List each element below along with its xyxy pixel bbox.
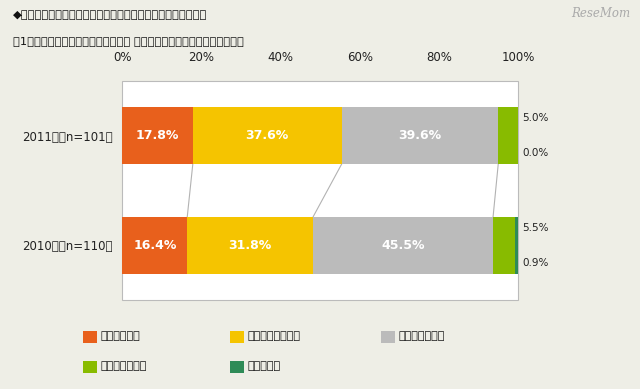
Bar	[342, 107, 498, 164]
Bar	[193, 107, 342, 164]
Text: 不足している: 不足している	[100, 331, 140, 342]
Text: 16.4%: 16.4%	[133, 239, 177, 252]
Text: ReseMom: ReseMom	[572, 7, 630, 20]
Text: 適正な数である: 適正な数である	[398, 331, 444, 342]
Bar	[493, 217, 515, 274]
Text: 31.8%: 31.8%	[228, 239, 272, 252]
Text: ◆「一般クラス」の人員の過不足について　（単一回答形式）: ◆「一般クラス」の人員の過不足について （単一回答形式）	[13, 10, 207, 20]
Text: 45.5%: 45.5%	[381, 239, 425, 252]
Bar	[313, 217, 493, 274]
Text: やや不足している: やや不足している	[248, 331, 301, 342]
Text: 0.9%: 0.9%	[522, 258, 548, 268]
Text: 過剰である: 過剰である	[248, 361, 281, 371]
Text: 0.0%: 0.0%	[522, 148, 548, 158]
Bar	[122, 217, 188, 274]
Text: 17.8%: 17.8%	[136, 129, 179, 142]
Text: 1年前と比較した採用活動状況が「 積極的である」と回答した人ベース: 1年前と比較した採用活動状況が「 積極的である」と回答した人ベース	[13, 36, 244, 46]
Bar	[188, 217, 313, 274]
Text: 39.6%: 39.6%	[398, 129, 442, 142]
Bar	[498, 107, 518, 164]
Bar	[515, 217, 518, 274]
Bar	[122, 107, 193, 164]
Text: やや過剰である: やや過剰である	[100, 361, 147, 371]
Text: 5.0%: 5.0%	[522, 113, 548, 123]
Text: 37.6%: 37.6%	[246, 129, 289, 142]
Text: 5.5%: 5.5%	[522, 223, 548, 233]
